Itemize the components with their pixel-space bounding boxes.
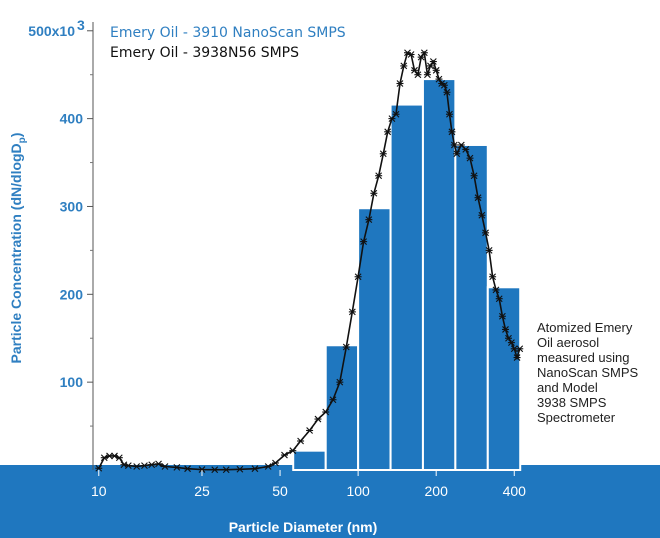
smps-point-28 bbox=[336, 378, 344, 386]
smps-point-6 bbox=[124, 462, 132, 469]
smps-point-65 bbox=[478, 211, 486, 219]
smps-point-67 bbox=[485, 247, 493, 254]
smps-point-33 bbox=[365, 216, 373, 224]
smps-point-62 bbox=[466, 154, 474, 162]
smps-point-31 bbox=[354, 273, 362, 281]
smps-point-20 bbox=[271, 459, 279, 467]
x-axis-title: Particle Diameter (nm) bbox=[229, 519, 378, 535]
ytick-label-0: 100 bbox=[60, 374, 84, 390]
smps-point-24 bbox=[306, 427, 314, 434]
bar-5 bbox=[454, 143, 489, 472]
smps-point-45 bbox=[414, 71, 422, 79]
bar-4 bbox=[421, 78, 457, 471]
smps-point-71 bbox=[498, 312, 506, 320]
xtick-label-1: 25 bbox=[194, 483, 210, 499]
y-ticks: 100 200 300 400 500x10 3 bbox=[28, 17, 93, 427]
smps-point-19 bbox=[264, 463, 272, 470]
annotation-text: Atomized Emery Oil aerosol measured usin… bbox=[537, 320, 642, 425]
smps-point-23 bbox=[297, 437, 305, 445]
smps-point-14 bbox=[198, 466, 206, 473]
smps-point-55 bbox=[443, 88, 451, 96]
bar-2 bbox=[357, 207, 392, 471]
smps-point-73 bbox=[504, 334, 512, 342]
ytick-label-2: 300 bbox=[60, 198, 84, 214]
smps-point-44 bbox=[411, 66, 419, 74]
smps-point-43 bbox=[407, 51, 415, 58]
ytick-exponent: 3 bbox=[77, 17, 85, 33]
ytick-label-1: 200 bbox=[60, 286, 84, 302]
smps-point-12 bbox=[173, 463, 181, 471]
smps-point-36 bbox=[379, 150, 387, 158]
x-ticks: 10 25 50 100 200 400 bbox=[91, 470, 526, 499]
smps-point-54 bbox=[440, 81, 448, 89]
smps-point-32 bbox=[360, 238, 368, 245]
smps-markers bbox=[95, 49, 524, 474]
bar-3 bbox=[389, 103, 424, 472]
bar-0 bbox=[292, 449, 327, 471]
smps-point-0 bbox=[95, 464, 103, 472]
smps-point-51 bbox=[432, 66, 440, 74]
xtick-label-2: 50 bbox=[272, 483, 288, 499]
smps-point-17 bbox=[236, 465, 244, 473]
smps-point-61 bbox=[462, 145, 470, 153]
smps-point-16 bbox=[222, 466, 230, 474]
smps-point-69 bbox=[492, 286, 500, 294]
smps-point-72 bbox=[501, 326, 509, 333]
smps-point-41 bbox=[400, 62, 408, 70]
ytick-label-4: 500x10 bbox=[28, 23, 75, 39]
smps-point-50 bbox=[429, 58, 437, 65]
smps-point-13 bbox=[184, 465, 192, 473]
smps-point-74 bbox=[507, 339, 515, 347]
smps-point-40 bbox=[396, 80, 404, 87]
smps-point-48 bbox=[423, 71, 431, 79]
smps-point-11 bbox=[161, 463, 169, 470]
smps-point-57 bbox=[448, 128, 456, 136]
smps-point-21 bbox=[280, 451, 288, 459]
smps-point-68 bbox=[489, 273, 497, 281]
smps-point-10 bbox=[155, 460, 163, 468]
xtick-label-3: 100 bbox=[346, 483, 370, 499]
x-axis-band bbox=[0, 465, 660, 538]
legend-nanoscan: Emery Oil - 3910 NanoScan SMPS bbox=[110, 25, 346, 41]
smps-point-7 bbox=[133, 463, 141, 470]
smps-point-26 bbox=[322, 408, 330, 416]
ytick-label-3: 400 bbox=[60, 111, 84, 127]
smps-point-37 bbox=[384, 128, 392, 136]
smps-point-18 bbox=[251, 465, 259, 473]
legend-smps: Emery Oil - 3938N56 SMPS bbox=[110, 45, 299, 61]
smps-point-76 bbox=[513, 354, 521, 361]
smps-point-58 bbox=[450, 141, 458, 149]
smps-point-9 bbox=[148, 461, 156, 469]
smps-point-59 bbox=[453, 150, 461, 158]
xtick-label-5: 400 bbox=[503, 483, 527, 499]
smps-point-27 bbox=[329, 396, 337, 404]
smps-point-8 bbox=[140, 462, 148, 469]
smps-point-77 bbox=[516, 345, 524, 353]
smps-point-64 bbox=[474, 194, 482, 202]
bar-1 bbox=[324, 344, 360, 472]
smps-point-25 bbox=[314, 415, 322, 423]
smps-point-56 bbox=[445, 110, 453, 118]
smps-point-15 bbox=[211, 466, 219, 474]
xtick-label-4: 200 bbox=[425, 483, 449, 499]
nanoscan-bars bbox=[292, 78, 522, 472]
smps-point-39 bbox=[392, 110, 400, 118]
smps-point-49 bbox=[426, 62, 434, 70]
smps-point-66 bbox=[482, 229, 490, 237]
smps-point-34 bbox=[370, 189, 378, 197]
xtick-label-0: 10 bbox=[91, 483, 107, 499]
smps-point-70 bbox=[495, 295, 503, 303]
smps-point-29 bbox=[342, 343, 350, 351]
smps-point-4 bbox=[115, 454, 123, 462]
smps-point-30 bbox=[348, 308, 356, 316]
smps-point-22 bbox=[289, 447, 297, 455]
smps-point-46 bbox=[417, 53, 425, 61]
smps-point-47 bbox=[420, 49, 428, 57]
y-axis-title: Particle Concentration (dN/dlogDp) bbox=[8, 133, 28, 364]
smps-point-52 bbox=[435, 75, 443, 83]
smps-point-63 bbox=[470, 172, 478, 180]
smps-point-35 bbox=[375, 172, 383, 180]
